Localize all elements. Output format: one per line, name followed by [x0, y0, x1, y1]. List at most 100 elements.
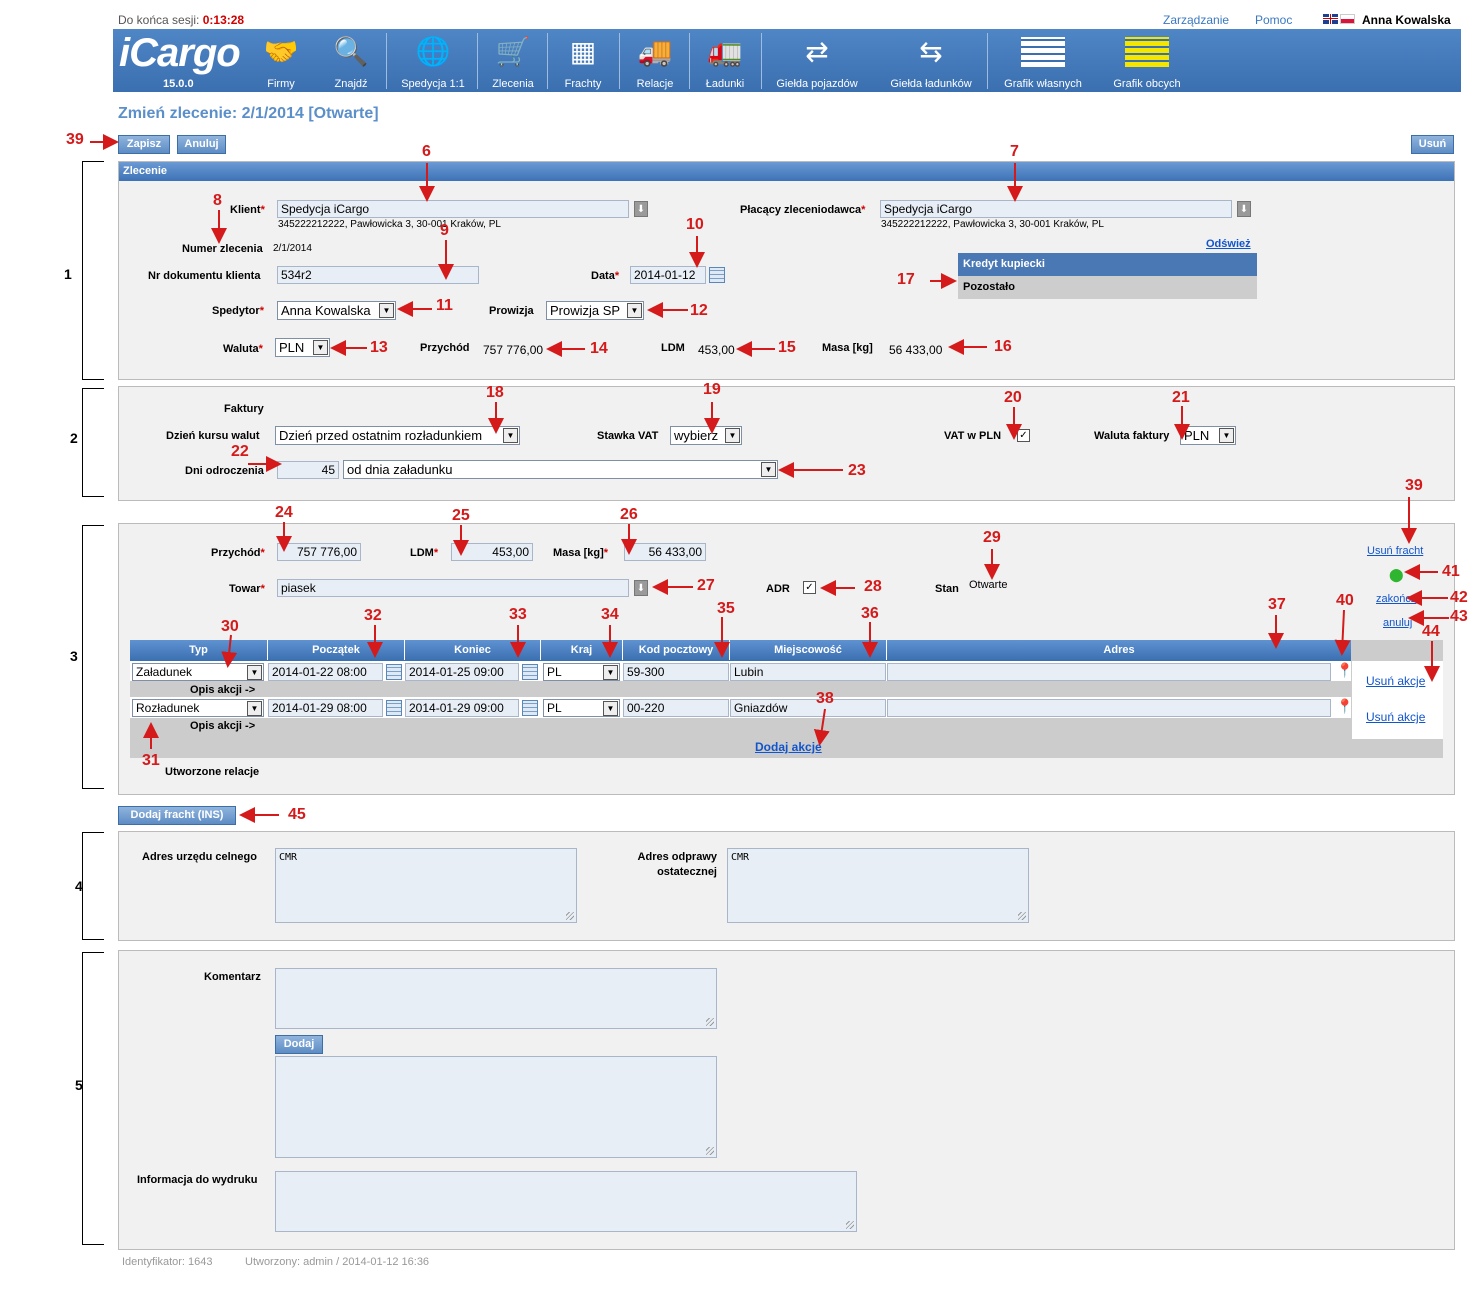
- row1-end-calendar-icon[interactable]: [522, 664, 538, 680]
- add-action-link[interactable]: Dodaj akcje: [755, 740, 822, 754]
- nav-orders[interactable]: 🛒 Zlecenia: [481, 29, 545, 92]
- chevron-down-icon[interactable]: ▼: [503, 428, 518, 443]
- goods-dropdown-icon[interactable]: ⬇: [634, 580, 648, 596]
- client-dropdown-icon[interactable]: ⬇: [634, 201, 648, 217]
- row2-delete-action-link[interactable]: Usuń akcje: [1366, 710, 1426, 724]
- nav-foreign-schedule[interactable]: Grafik obcych: [1097, 29, 1197, 92]
- row1-address-input[interactable]: [887, 663, 1331, 681]
- annotation-10: 10: [686, 216, 704, 233]
- annotation-15: 15: [778, 339, 796, 356]
- row1-end-input[interactable]: 2014-01-25 09:00: [405, 663, 519, 681]
- customs-office-textarea[interactable]: CMR: [275, 848, 577, 923]
- deferral-days-input[interactable]: 45: [277, 461, 339, 479]
- chevron-down-icon[interactable]: ▼: [379, 303, 394, 318]
- forwarder-select[interactable]: Anna Kowalska ▼: [277, 301, 396, 320]
- refresh-link[interactable]: Odśwież: [1206, 238, 1251, 250]
- date-input[interactable]: 2014-01-12: [630, 266, 706, 284]
- logo[interactable]: iCargo: [119, 31, 241, 75]
- invoice-currency-select[interactable]: PLN ▼: [1180, 426, 1236, 445]
- row2-city-input[interactable]: Gniazdów: [730, 699, 886, 717]
- handshake-icon: 🤝: [263, 36, 299, 67]
- add-freight-button[interactable]: Dodaj fracht (INS): [118, 806, 236, 825]
- row2-country-select[interactable]: PL ▼: [543, 699, 620, 717]
- row1-map-pin-icon[interactable]: 📍: [1336, 662, 1354, 678]
- print-info-textarea[interactable]: [275, 1171, 857, 1232]
- payer-dropdown-icon[interactable]: ⬇: [1237, 201, 1251, 217]
- annotation-31: 31: [142, 752, 160, 769]
- row2-description-toggle[interactable]: Opis akcji ->: [190, 720, 256, 732]
- row1-delete-action-link[interactable]: Usuń akcje: [1366, 674, 1426, 688]
- nav-loads[interactable]: 🚛 Ładunki: [693, 29, 757, 92]
- management-link[interactable]: Zarządzanie: [1163, 13, 1230, 27]
- row2-end-calendar-icon[interactable]: [522, 700, 538, 716]
- goods-input[interactable]: piasek: [277, 579, 629, 597]
- currency-select[interactable]: PLN ▼: [275, 338, 330, 357]
- chevron-down-icon[interactable]: ▼: [603, 665, 618, 680]
- nav-freights[interactable]: ▦ Frachty: [551, 29, 615, 92]
- add-comment-button[interactable]: Dodaj: [275, 1035, 323, 1054]
- client-doc-input[interactable]: 534r2: [277, 266, 479, 284]
- nav-firms[interactable]: 🤝 Firmy: [253, 29, 309, 92]
- chevron-down-icon[interactable]: ▼: [725, 428, 740, 443]
- final-clearance-textarea[interactable]: CMR: [727, 848, 1029, 923]
- row2-zip-input[interactable]: 00-220: [623, 699, 729, 717]
- row2-type-select[interactable]: Rozładunek ▼: [132, 699, 264, 717]
- nav-forwarding[interactable]: 🌐 Spedycja 1:1: [391, 29, 475, 92]
- cancel-freight-link[interactable]: anuluj: [1383, 617, 1413, 629]
- date-calendar-icon[interactable]: [709, 267, 725, 283]
- row2-end-input[interactable]: 2014-01-29 09:00: [405, 699, 519, 717]
- vat-pln-label: VAT w PLN: [944, 430, 1002, 442]
- chevron-down-icon[interactable]: ▼: [247, 701, 262, 716]
- chevron-down-icon[interactable]: ▼: [313, 340, 328, 355]
- section-bracket: [82, 525, 104, 789]
- chevron-down-icon[interactable]: ▼: [1219, 428, 1234, 443]
- row1-zip-input[interactable]: 59-300: [623, 663, 729, 681]
- state-value: Otwarte: [969, 579, 1008, 591]
- nav-own-schedule[interactable]: Grafik własnych: [991, 29, 1095, 92]
- nav-cargo-exchange[interactable]: ⇆ Giełda ładunków: [879, 29, 983, 92]
- col-city: Miejscowość: [730, 640, 887, 660]
- row2-address-input[interactable]: [887, 699, 1331, 717]
- payer-input[interactable]: Spedycja iCargo: [880, 200, 1232, 218]
- freight-mass-input[interactable]: 56 433,00: [624, 543, 706, 561]
- chevron-down-icon[interactable]: ▼: [627, 303, 642, 318]
- row1-description-toggle[interactable]: Opis akcji ->: [190, 684, 256, 696]
- chevron-down-icon[interactable]: ▼: [761, 462, 776, 477]
- rate-day-select[interactable]: Dzień przed ostatnim rozładunkiem ▼: [275, 426, 520, 445]
- map-pins-icon[interactable]: ⬤: [1389, 567, 1404, 582]
- client-address: 345222212222, Pawłowicka 3, 30-001 Krakó…: [278, 219, 501, 230]
- freight-ldm-input[interactable]: 453,00: [451, 543, 533, 561]
- save-button[interactable]: Zapisz: [118, 135, 170, 154]
- adr-checkbox[interactable]: ✓: [803, 581, 816, 594]
- row1-start-calendar-icon[interactable]: [386, 664, 402, 680]
- nav-find[interactable]: 🔍 Znajdź: [323, 29, 379, 92]
- row1-start-input[interactable]: 2014-01-22 08:00: [268, 663, 383, 681]
- cancel-button[interactable]: Anuluj: [177, 135, 226, 154]
- row2-map-pin-icon[interactable]: 📍: [1336, 698, 1354, 714]
- nav-label: Relacje: [636, 78, 674, 90]
- nav-label: Znajdź: [334, 78, 368, 90]
- help-link[interactable]: Pomoc: [1255, 13, 1293, 27]
- deferral-from-select[interactable]: od dnia załadunku ▼: [343, 460, 778, 479]
- flag-pl-icon[interactable]: [1340, 14, 1355, 24]
- chevron-down-icon[interactable]: ▼: [247, 665, 262, 680]
- goods-label: Towar*: [229, 583, 265, 595]
- nav-relations[interactable]: 🚚 Relacje: [623, 29, 687, 92]
- row1-type-select[interactable]: Załadunek ▼: [132, 663, 264, 681]
- client-input[interactable]: Spedycja iCargo: [277, 200, 629, 218]
- row2-start-input[interactable]: 2014-01-29 08:00: [268, 699, 383, 717]
- delete-freight-link[interactable]: Usuń fracht: [1367, 545, 1424, 557]
- row1-country-select[interactable]: PL ▼: [543, 663, 620, 681]
- row2-start-calendar-icon[interactable]: [386, 700, 402, 716]
- final-clearance-label: Adres odprawy ostatecznej: [632, 851, 717, 878]
- chevron-down-icon[interactable]: ▼: [603, 701, 618, 716]
- flag-en-icon[interactable]: [1323, 14, 1338, 24]
- annotation-38: 38: [816, 690, 834, 707]
- nav-vehicle-exchange[interactable]: ⇄ Giełda pojazdów: [765, 29, 869, 92]
- commission-select[interactable]: Prowizja SP ▼: [546, 301, 644, 320]
- delete-button[interactable]: Usuń: [1411, 135, 1454, 154]
- client-doc-label: Nr dokumentu klienta: [148, 270, 261, 282]
- comment-textarea[interactable]: [275, 968, 717, 1029]
- freight-income-input[interactable]: 757 776,00: [277, 543, 361, 561]
- row1-city-input[interactable]: Lubin: [730, 663, 886, 681]
